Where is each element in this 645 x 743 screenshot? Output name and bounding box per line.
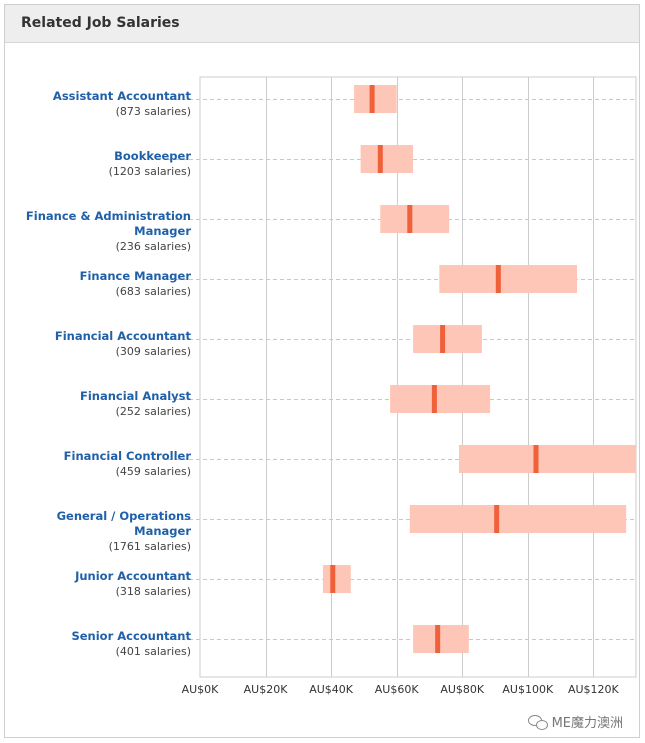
- median-marker: [407, 205, 413, 233]
- job-title-link[interactable]: Manager: [134, 524, 191, 538]
- salary-range-bar: [413, 625, 469, 653]
- salary-count: (873 salaries): [116, 105, 191, 118]
- salary-count: (683 salaries): [116, 285, 191, 298]
- salary-panel: Related Job Salaries: [4, 4, 640, 738]
- job-title-link[interactable]: Senior Accountant: [71, 629, 191, 643]
- watermark: ME魔力澳洲: [527, 712, 623, 731]
- job-title-link[interactable]: Finance Manager: [80, 269, 192, 283]
- plot-frame: [199, 76, 637, 678]
- median-marker: [494, 505, 500, 533]
- salary-range-bar: [354, 85, 397, 113]
- wechat-icon: [527, 714, 548, 730]
- salary-count: (236 salaries): [116, 240, 191, 253]
- salary-count: (459 salaries): [116, 465, 191, 478]
- salary-count: (401 salaries): [116, 645, 191, 658]
- median-marker: [435, 625, 441, 653]
- x-tick-label: AU$80K: [440, 683, 485, 696]
- salary-range-bar: [439, 265, 577, 293]
- median-marker: [440, 325, 446, 353]
- salary-range-bar: [322, 565, 351, 593]
- job-title-link[interactable]: General / Operations: [57, 509, 192, 523]
- x-tick-label: AU$100K: [502, 683, 554, 696]
- salary-count: (318 salaries): [116, 585, 191, 598]
- job-title-link[interactable]: Manager: [134, 224, 191, 238]
- salary-range-bar: [409, 505, 627, 533]
- median-marker: [431, 385, 437, 413]
- salary-range-bar: [380, 205, 450, 233]
- job-title-link[interactable]: Finance & Administration: [26, 209, 191, 223]
- x-tick-label: AU$20K: [244, 683, 289, 696]
- job-title-link[interactable]: Assistant Accountant: [53, 89, 192, 103]
- salary-range-bar: [390, 385, 491, 413]
- job-title-link[interactable]: Junior Accountant: [74, 569, 191, 583]
- median-marker: [330, 565, 336, 593]
- salary-range-bar: [413, 325, 482, 353]
- salary-range-bar: [360, 145, 414, 173]
- median-marker: [495, 265, 501, 293]
- panel-header: Related Job Salaries: [5, 5, 639, 43]
- median-marker: [533, 445, 539, 473]
- salary-count: (1203 salaries): [109, 165, 191, 178]
- panel-title: Related Job Salaries: [21, 15, 180, 31]
- salary-count: (309 salaries): [116, 345, 191, 358]
- x-tick-label: AU$40K: [309, 683, 354, 696]
- job-title-link[interactable]: Bookkeeper: [114, 149, 191, 163]
- salary-count: (1761 salaries): [109, 540, 191, 553]
- x-tick-label: AU$0K: [182, 683, 220, 696]
- x-tick-label: AU$120K: [568, 683, 620, 696]
- median-marker: [377, 145, 383, 173]
- watermark-text: ME魔力澳洲: [551, 716, 623, 731]
- job-title-link[interactable]: Financial Accountant: [55, 329, 192, 343]
- job-title-link[interactable]: Financial Analyst: [80, 389, 192, 403]
- salary-range-bar: [458, 445, 636, 473]
- job-title-link[interactable]: Financial Controller: [64, 449, 192, 463]
- x-tick-label: AU$60K: [375, 683, 420, 696]
- salary-count: (252 salaries): [116, 405, 191, 418]
- median-marker: [369, 85, 375, 113]
